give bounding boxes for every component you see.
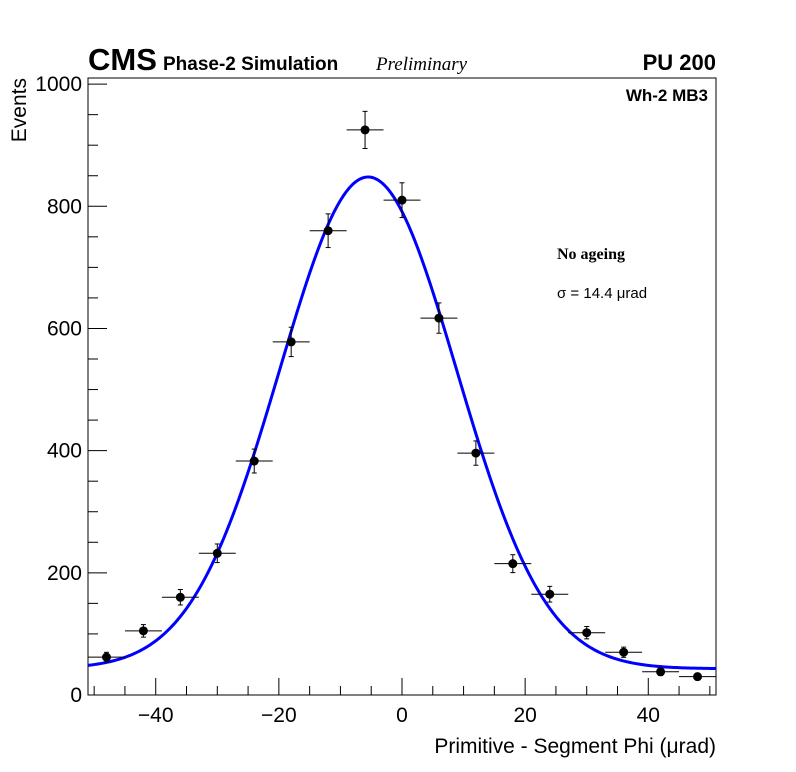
x-axis-ticks: [93, 678, 711, 695]
data-marker: [286, 337, 296, 347]
plot-frame: [87, 77, 717, 696]
data-marker: [323, 226, 333, 236]
data-marker: [693, 672, 703, 682]
data-marker: [101, 652, 111, 662]
data-point: [494, 554, 532, 574]
data-point: [457, 440, 495, 466]
data-point: [272, 326, 310, 358]
data-marker: [545, 589, 555, 599]
data-marker: [656, 667, 666, 677]
x-axis-label: Primitive - Segment Phi (μrad): [434, 735, 716, 758]
station-label: Wh-2 MB3: [626, 86, 708, 105]
y-tick-label: 600: [47, 317, 82, 340]
data-point: [198, 543, 236, 564]
y-axis-tick-labels: 0 200 400 600 800 1000: [35, 73, 82, 707]
data-point: [124, 624, 162, 638]
data-marker: [360, 125, 370, 135]
data-point: [346, 110, 384, 150]
x-tick-label: −20: [261, 704, 297, 727]
data-point: [605, 646, 643, 658]
y-tick-label: 0: [70, 684, 82, 707]
data-point: [88, 651, 125, 663]
data-point: [420, 302, 458, 334]
data-points: [88, 110, 716, 682]
data-point: [642, 667, 680, 677]
data-marker: [212, 548, 222, 558]
y-tick-label: 1000: [35, 73, 82, 96]
data-marker: [397, 195, 407, 205]
data-point: [568, 626, 606, 640]
pileup-label: PU 200: [643, 50, 716, 75]
data-point: [235, 448, 273, 474]
y-tick-label: 400: [47, 440, 82, 463]
y-tick-label: 800: [47, 195, 82, 218]
experiment-label: CMS: [88, 42, 157, 77]
data-marker: [138, 626, 148, 636]
y-tick-label: 200: [47, 562, 82, 585]
data-marker: [582, 628, 592, 638]
y-axis-label: Events: [8, 78, 31, 142]
data-point: [309, 213, 347, 249]
data-marker: [619, 647, 629, 657]
data-point: [531, 585, 569, 603]
x-tick-label: 40: [637, 704, 660, 727]
x-tick-label: 0: [396, 704, 408, 727]
data-point: [161, 589, 199, 606]
data-marker: [249, 456, 259, 466]
data-point: [383, 182, 421, 219]
x-axis-tick-labels: −40 −20 0 20 40: [138, 704, 660, 727]
data-point: [679, 672, 716, 682]
data-marker: [471, 448, 481, 458]
data-marker: [434, 313, 444, 323]
data-marker: [175, 592, 185, 602]
sigma-annotation: σ = 14.4 μrad: [557, 285, 647, 302]
x-tick-label: −40: [138, 704, 174, 727]
data-marker: [508, 559, 518, 569]
simulation-label: Phase-2 Simulation: [163, 54, 338, 75]
x-tick-label: 20: [513, 704, 536, 727]
ageing-annotation: No ageing: [557, 246, 625, 263]
preliminary-label: Preliminary: [375, 54, 468, 75]
